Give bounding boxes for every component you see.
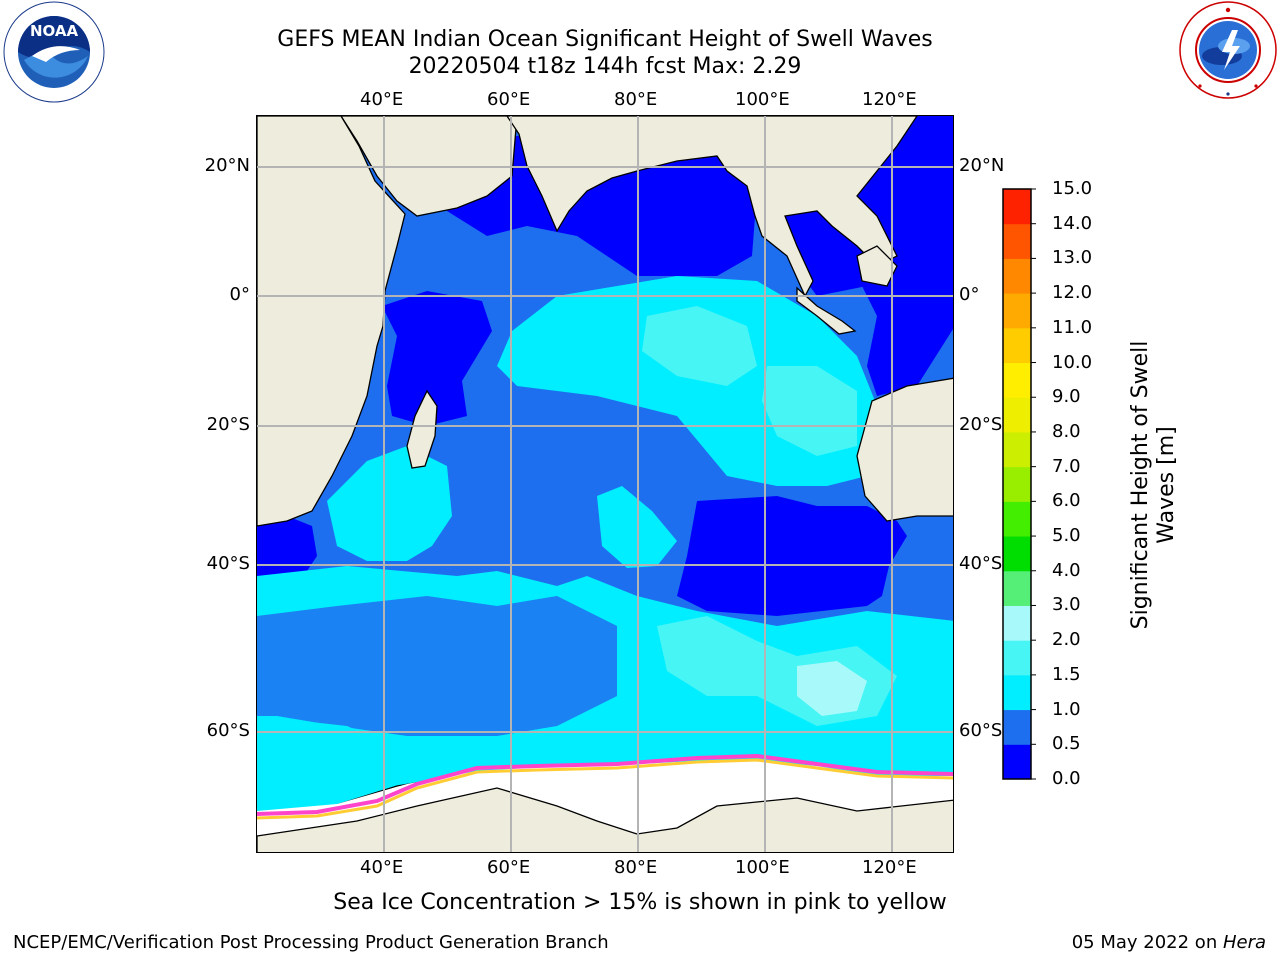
lat-label-left-20s: 20°S <box>206 414 250 435</box>
lat-label-right-20n: 20°N <box>959 155 1005 176</box>
colorbar-tick-label: 1.5 <box>1052 663 1081 685</box>
sea-ice-edge-yellow <box>257 758 953 820</box>
colorbar <box>1002 188 1036 780</box>
colorbar-segment <box>1003 744 1031 780</box>
lat-label-left-20n: 20°N <box>204 155 250 176</box>
noaa-logo: NOAA <box>3 1 105 103</box>
colorbar-segment <box>1003 674 1031 711</box>
colorbar-segment <box>1003 327 1031 364</box>
svg-text:NOAA: NOAA <box>30 22 79 40</box>
sea-ice-caption: Sea Ice Concentration > 15% is shown in … <box>333 890 947 915</box>
colorbar-tick-label: 9.0 <box>1052 386 1081 408</box>
mid-swell-band <box>257 596 617 736</box>
colorbar-tick-label: 10.0 <box>1052 351 1093 373</box>
gridlines <box>257 116 953 852</box>
lon-label-bottom-80e: 80°E <box>614 857 658 878</box>
colorbar-tick-label: 0.0 <box>1052 768 1081 789</box>
lat-label-right-20s: 20°S <box>959 414 1003 435</box>
colorbar-tick-label: 3.0 <box>1052 594 1081 616</box>
colorbar-tick-label: 1.0 <box>1052 698 1081 720</box>
colorbar-tick-label: 7.0 <box>1052 455 1081 477</box>
colorbar-tick-label: 14.0 <box>1052 212 1093 234</box>
colorbar-segment <box>1003 466 1031 502</box>
peak-swell-patches <box>797 661 867 716</box>
antarctica <box>257 787 953 852</box>
colorbar-tick-label: 0.5 <box>1052 733 1081 755</box>
lat-label-left-0: 0° <box>229 284 250 305</box>
chart-subtitle: 20220504 t18z 144h fcst Max: 2.29 <box>408 54 802 79</box>
colorbar-segment <box>1003 293 1031 329</box>
footer-credit: NCEP/EMC/Verification Post Processing Pr… <box>13 932 609 953</box>
colorbar-tick-label: 5.0 <box>1052 525 1081 547</box>
colorbar-segment <box>1003 189 1031 225</box>
colorbar-tick-label: 6.0 <box>1052 490 1081 512</box>
colorbar-segment <box>1003 640 1031 676</box>
colorbar-segment <box>1003 397 1031 433</box>
colorbar-segment <box>1003 605 1031 641</box>
colorbar-tick-label: 15.0 <box>1052 178 1093 199</box>
lon-label-bottom-100e: 100°E <box>735 857 790 878</box>
lon-label-bottom-60e: 60°E <box>487 857 531 878</box>
lon-label-bottom-120e: 120°E <box>862 857 917 878</box>
lat-label-left-40s: 40°S <box>206 553 250 574</box>
colorbar-segment <box>1003 570 1031 606</box>
colorbar-title-line1: Significant Height of Swell <box>1128 340 1153 630</box>
lat-label-left-60s: 60°S <box>206 720 250 741</box>
lon-label-top-100e: 100°E <box>735 89 790 110</box>
colorbar-segment <box>1003 536 1031 572</box>
lon-label-top-60e: 60°E <box>487 89 531 110</box>
colorbar-tick-label: 11.0 <box>1052 316 1093 338</box>
colorbar-segment <box>1003 258 1031 294</box>
map-panel <box>256 115 954 853</box>
lat-label-right-0: 0° <box>959 284 980 305</box>
chart-title: GEFS MEAN Indian Ocean Significant Heigh… <box>277 27 933 52</box>
footer-host: Hera <box>1222 932 1266 953</box>
colorbar-tick-label: 4.0 <box>1052 559 1081 581</box>
lat-label-right-40s: 40°S <box>959 553 1003 574</box>
lat-label-right-60s: 60°S <box>959 720 1003 741</box>
sea-ice-edge <box>257 753 953 816</box>
colorbar-segment <box>1003 362 1031 398</box>
lon-label-top-80e: 80°E <box>614 89 658 110</box>
colorbar-segment <box>1003 709 1031 745</box>
colorbar-title-line2: Waves [m] <box>1154 426 1179 544</box>
colorbar-segment <box>1003 223 1031 259</box>
colorbar-tick-label: 13.0 <box>1052 247 1093 269</box>
lon-label-top-120e: 120°E <box>862 89 917 110</box>
nws-logo <box>1179 1 1277 99</box>
lon-label-top-40e: 40°E <box>360 89 404 110</box>
colorbar-segment <box>1003 431 1031 468</box>
colorbar-frame <box>1002 188 1032 780</box>
colorbar-tick-label: 2.0 <box>1052 629 1081 651</box>
footer-date: 05 May 2022 on Hera <box>1072 932 1266 953</box>
colorbar-segment <box>1003 501 1031 537</box>
colorbar-tick-label: 8.0 <box>1052 420 1081 442</box>
colorbar-tick-label: 12.0 <box>1052 282 1093 304</box>
colorbar-title: Significant Height of Swell Waves [m] <box>1128 285 1180 685</box>
footer-date-text: 05 May 2022 on <box>1071 932 1223 953</box>
lon-label-bottom-40e: 40°E <box>360 857 404 878</box>
